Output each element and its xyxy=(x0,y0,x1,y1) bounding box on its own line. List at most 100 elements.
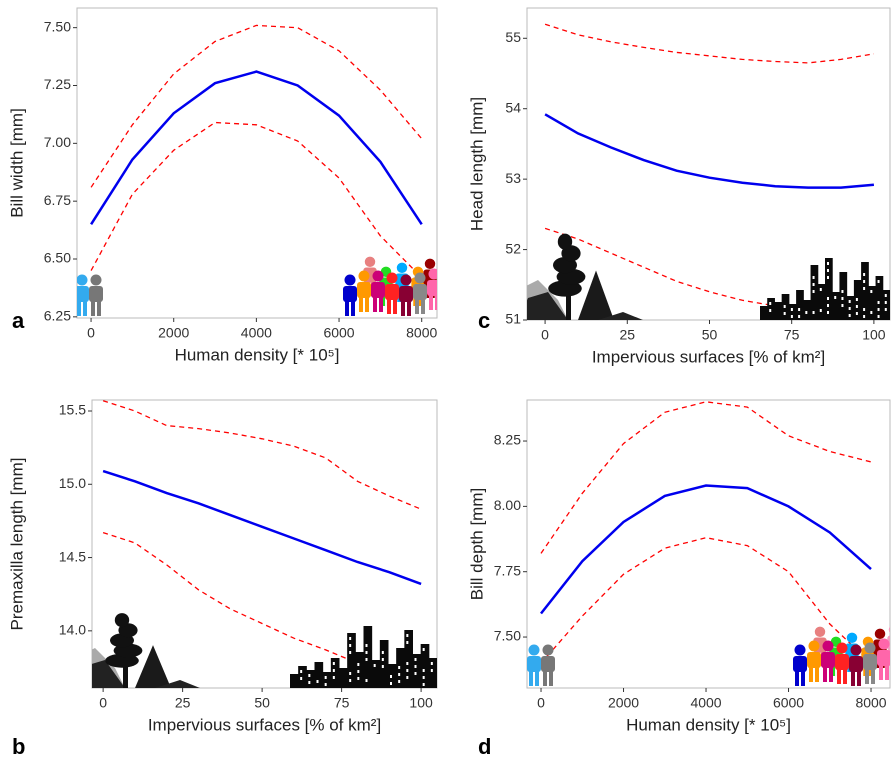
y-tick-label: 53 xyxy=(505,170,521,186)
tree-icon xyxy=(557,233,573,250)
city-window xyxy=(390,682,392,685)
person-icon xyxy=(543,671,547,686)
y-axis-label: Premaxilla length [mm] xyxy=(7,458,26,631)
person-icon xyxy=(874,628,886,640)
person-icon xyxy=(843,669,847,684)
y-tick-label: 51 xyxy=(505,311,521,327)
y-tick-label: 15.0 xyxy=(59,475,86,491)
city-icon xyxy=(330,658,340,688)
city-window xyxy=(349,672,352,675)
city-window xyxy=(357,677,360,680)
y-axis-label: Bill depth [mm] xyxy=(467,488,486,600)
panel-label: a xyxy=(12,308,25,333)
city-window xyxy=(414,658,417,661)
city-window xyxy=(884,294,887,297)
panel-label: b xyxy=(12,734,25,759)
city-window xyxy=(812,276,815,279)
city-window xyxy=(841,304,844,307)
plot-area xyxy=(526,399,891,689)
city-window xyxy=(783,305,786,308)
city-window xyxy=(870,290,873,293)
person-icon xyxy=(358,270,370,282)
city-window xyxy=(855,305,858,308)
person-icon xyxy=(822,640,834,652)
panel-label: c xyxy=(478,308,490,333)
city-window xyxy=(406,676,409,679)
city-icon xyxy=(322,672,332,688)
city-icon xyxy=(774,302,783,320)
person-icon xyxy=(885,665,889,680)
city-icon xyxy=(760,306,768,320)
city-icon xyxy=(298,666,307,688)
person-icon xyxy=(379,297,383,312)
city-window xyxy=(406,641,409,644)
person-icon xyxy=(878,638,890,650)
city-window xyxy=(877,280,880,283)
y-tick-label: 6.75 xyxy=(44,192,71,208)
person-icon xyxy=(541,656,555,672)
y-tick-label: 7.75 xyxy=(494,562,521,578)
y-tick-label: 14.5 xyxy=(59,548,86,564)
city-icon xyxy=(875,276,884,320)
y-tick-label: 7.00 xyxy=(44,134,71,150)
fit-line xyxy=(540,484,872,615)
person-icon xyxy=(344,274,356,286)
city-icon xyxy=(861,262,869,320)
person-icon xyxy=(396,262,408,274)
x-tick-label: 0 xyxy=(87,325,95,341)
city-window xyxy=(819,309,822,312)
y-tick-label: 6.50 xyxy=(44,250,71,266)
person-icon xyxy=(359,297,363,312)
city-window xyxy=(827,311,829,314)
city-window xyxy=(863,280,866,283)
person-icon xyxy=(835,654,849,670)
fit-line xyxy=(102,400,422,510)
person-icon xyxy=(821,652,835,668)
person-icon xyxy=(343,286,357,302)
city-window xyxy=(827,276,829,279)
person-icon xyxy=(877,650,890,666)
city-window xyxy=(841,297,844,300)
city-window xyxy=(357,670,360,673)
person-icon xyxy=(864,642,876,654)
person-icon xyxy=(83,301,87,316)
plot-layer xyxy=(527,401,890,686)
city-window xyxy=(769,302,772,305)
city-icon xyxy=(363,626,373,688)
person-icon xyxy=(445,280,449,294)
city-window xyxy=(812,311,815,314)
city-icon xyxy=(788,304,797,320)
person-icon xyxy=(879,665,883,680)
city-window xyxy=(877,301,880,304)
y-axis-label: Bill width [mm] xyxy=(7,108,26,218)
plot-area xyxy=(76,7,438,319)
person-icon xyxy=(793,656,807,672)
city-window xyxy=(390,675,392,678)
city-icon xyxy=(825,258,833,320)
fit-line xyxy=(544,23,875,64)
plot-layer xyxy=(527,23,890,320)
x-tick-label: 2000 xyxy=(158,325,189,341)
city-window xyxy=(812,283,815,286)
city-window xyxy=(798,315,801,318)
city-window xyxy=(422,676,425,679)
person-icon xyxy=(90,274,102,286)
y-tick-label: 7.50 xyxy=(494,628,521,644)
x-tick-label: 4000 xyxy=(241,325,272,341)
city-window xyxy=(308,674,311,677)
person-icon xyxy=(371,282,385,298)
x-tick-label: 25 xyxy=(175,695,191,711)
city-window xyxy=(398,680,401,683)
x-tick-label: 100 xyxy=(862,327,886,343)
city-window xyxy=(373,664,376,667)
city-window xyxy=(406,662,409,665)
city-window xyxy=(414,672,417,675)
city-window xyxy=(422,683,425,686)
city-window xyxy=(863,308,866,311)
person-icon xyxy=(97,301,101,316)
person-icon xyxy=(407,301,411,316)
city-window xyxy=(848,314,851,317)
tree-icon xyxy=(92,660,125,688)
city-window xyxy=(863,273,866,276)
tree-icon xyxy=(598,312,643,320)
